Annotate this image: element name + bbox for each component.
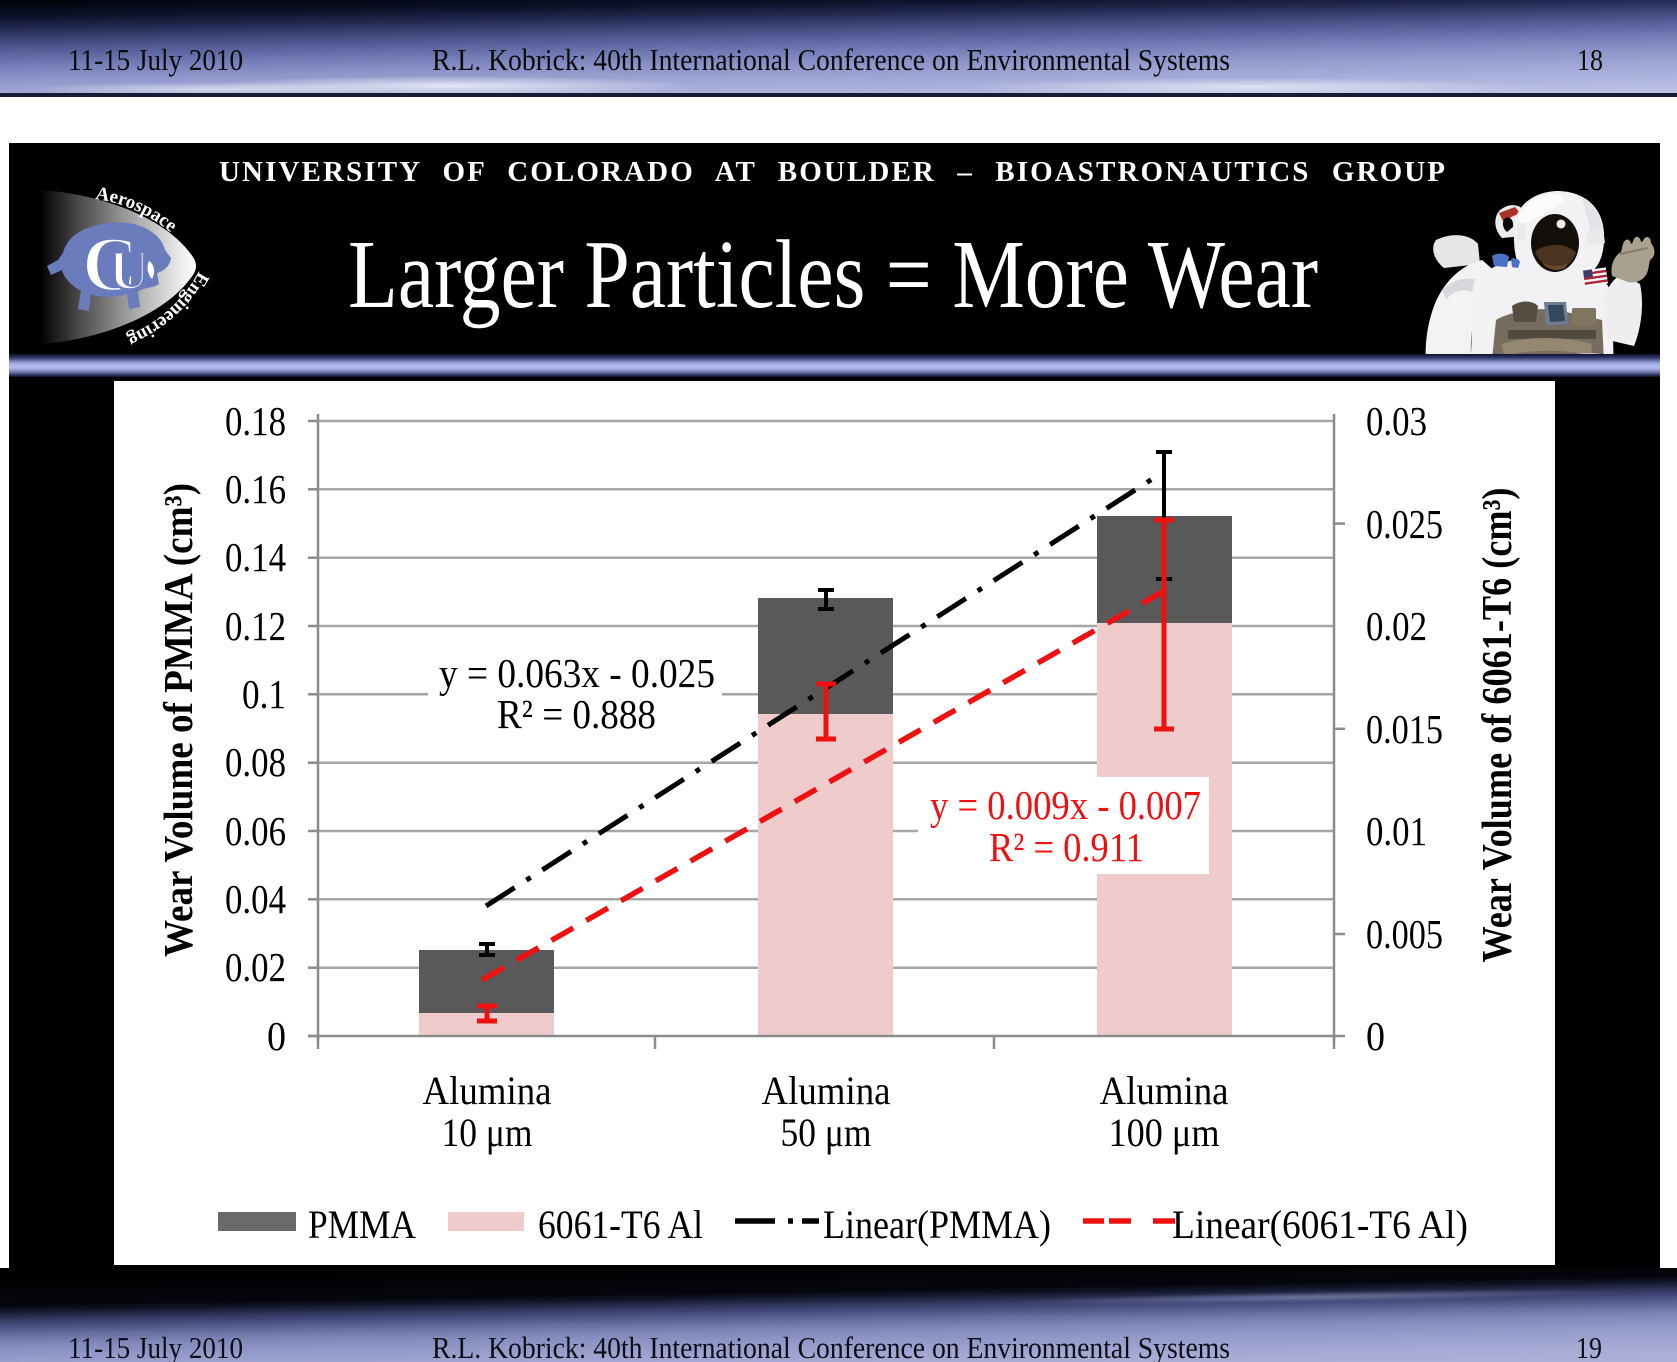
svg-text:50 μm: 50 μm <box>781 1110 872 1155</box>
svg-text:R² = 0.888: R² = 0.888 <box>497 691 656 737</box>
svg-text:0.025: 0.025 <box>1366 501 1443 547</box>
svg-text:0.06: 0.06 <box>225 808 286 854</box>
svg-text:Alumina: Alumina <box>423 1068 552 1113</box>
svg-text:0.015: 0.015 <box>1366 706 1443 752</box>
svg-text:0.02: 0.02 <box>1366 603 1427 649</box>
svg-text:Linear(PMMA): Linear(PMMA) <box>823 1202 1051 1247</box>
svg-text:Wear Volume of PMMA (cm³): Wear Volume of PMMA (cm³) <box>155 483 201 957</box>
svg-text:11-15 July 2010: 11-15 July 2010 <box>68 42 243 77</box>
svg-text:PMMA: PMMA <box>308 1202 416 1247</box>
svg-text:6061-T6 Al: 6061-T6 Al <box>538 1202 703 1247</box>
svg-text:0: 0 <box>267 1013 286 1059</box>
svg-text:0.02: 0.02 <box>225 944 286 990</box>
svg-text:y = 0.009x - 0.007: y = 0.009x - 0.007 <box>930 782 1201 828</box>
svg-text:0.01: 0.01 <box>1366 808 1427 854</box>
svg-text:U: U <box>109 240 149 302</box>
svg-text:100 μm: 100 μm <box>1109 1110 1220 1155</box>
svg-text:C: C <box>82 220 138 307</box>
svg-text:Larger Particles = More Wear: Larger Particles = More Wear <box>348 221 1318 328</box>
svg-text:R.L. Kobrick: 40th Internation: R.L. Kobrick: 40th International Confere… <box>432 42 1230 77</box>
svg-text:0.04: 0.04 <box>225 876 286 922</box>
svg-text:11-15 July 2010: 11-15 July 2010 <box>68 1330 243 1362</box>
svg-text:UNIVERSITY OF COLORADO AT BOUL: UNIVERSITY OF COLORADO AT BOULDER – BIOA… <box>219 156 1448 188</box>
svg-text:R² = 0.911: R² = 0.911 <box>989 824 1144 870</box>
svg-text:0: 0 <box>1366 1013 1385 1059</box>
svg-text:R.L. Kobrick: 40th Internation: R.L. Kobrick: 40th International Confere… <box>432 1330 1230 1362</box>
svg-text:0.03: 0.03 <box>1366 398 1427 444</box>
svg-text:0.08: 0.08 <box>225 739 286 785</box>
svg-text:0.14: 0.14 <box>225 534 286 580</box>
svg-text:19: 19 <box>1576 1330 1602 1362</box>
svg-text:0.12: 0.12 <box>225 603 286 649</box>
svg-text:0.005: 0.005 <box>1366 911 1443 957</box>
svg-text:y = 0.063x - 0.025: y = 0.063x - 0.025 <box>439 650 715 696</box>
svg-text:10 μm: 10 μm <box>442 1110 533 1155</box>
svg-text:Linear(6061-T6 Al): Linear(6061-T6 Al) <box>1172 1202 1468 1247</box>
svg-text:18: 18 <box>1577 42 1603 77</box>
svg-text:Alumina: Alumina <box>762 1068 891 1113</box>
svg-text:0.16: 0.16 <box>225 466 286 512</box>
svg-text:0.18: 0.18 <box>225 398 286 444</box>
svg-text:0.1: 0.1 <box>242 671 286 717</box>
svg-text:Alumina: Alumina <box>1100 1068 1229 1113</box>
svg-text:Wear Volume of 6061-T6 (cm³): Wear Volume of 6061-T6 (cm³) <box>1475 488 1521 963</box>
